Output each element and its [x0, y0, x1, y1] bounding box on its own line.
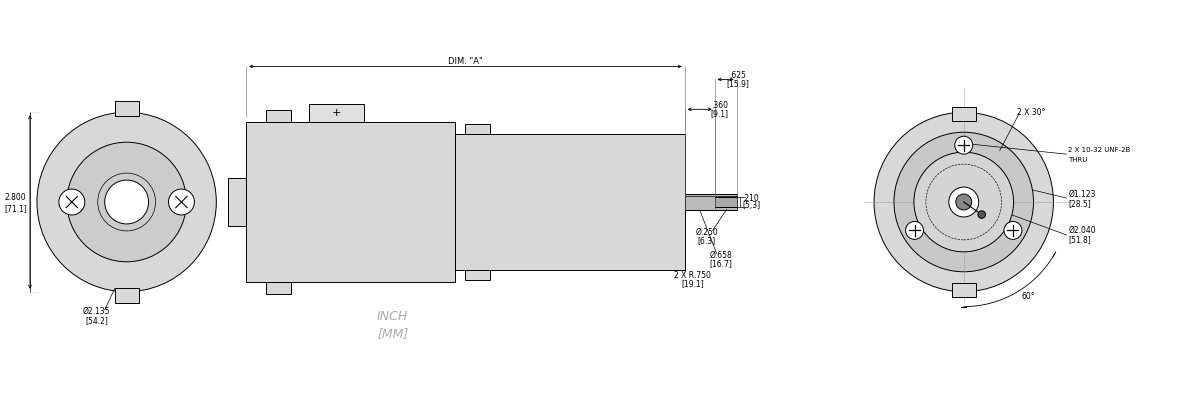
- Text: .360: .360: [712, 101, 728, 110]
- Text: 60°: 60°: [1021, 292, 1034, 301]
- Text: THRU: THRU: [1068, 157, 1087, 163]
- Bar: [715, 197, 737, 207]
- Bar: [228, 178, 246, 226]
- Text: +: +: [331, 108, 341, 118]
- Text: [19.1]: [19.1]: [682, 279, 704, 288]
- Text: 2 X 30°: 2 X 30°: [1018, 108, 1045, 117]
- Text: [5,3]: [5,3]: [743, 202, 761, 210]
- Text: .210: .210: [743, 194, 760, 202]
- Circle shape: [37, 112, 216, 292]
- Bar: [115, 288, 138, 303]
- Text: [15.9]: [15.9]: [726, 80, 749, 88]
- Text: Ø.250: Ø.250: [695, 228, 718, 237]
- Circle shape: [949, 187, 979, 217]
- Circle shape: [1004, 221, 1022, 240]
- Bar: [266, 110, 292, 122]
- Text: [16.7]: [16.7]: [709, 259, 732, 268]
- Bar: [952, 107, 976, 121]
- Text: [71.1]: [71.1]: [4, 204, 26, 213]
- Circle shape: [67, 142, 186, 262]
- Text: [28.5]: [28.5]: [1068, 200, 1091, 208]
- Circle shape: [978, 211, 985, 219]
- Bar: [266, 282, 292, 294]
- Text: [54.2]: [54.2]: [85, 316, 108, 325]
- Text: 2 X 10-32 UNF-2B: 2 X 10-32 UNF-2B: [1068, 147, 1130, 153]
- Text: Ø1.123: Ø1.123: [1068, 189, 1096, 198]
- Circle shape: [894, 132, 1033, 272]
- Circle shape: [59, 189, 85, 215]
- Bar: [115, 101, 138, 116]
- Text: [MM]: [MM]: [377, 327, 408, 340]
- Text: [9.1]: [9.1]: [710, 109, 728, 118]
- Circle shape: [906, 221, 924, 240]
- Text: [51.8]: [51.8]: [1068, 236, 1091, 244]
- Bar: [310, 104, 364, 122]
- Text: Ø.658: Ø.658: [709, 251, 732, 260]
- Bar: [466, 124, 491, 134]
- Text: Ø2.135: Ø2.135: [83, 307, 110, 316]
- Bar: [685, 194, 737, 210]
- Bar: [952, 283, 976, 297]
- Circle shape: [955, 194, 972, 210]
- Text: .625: .625: [730, 72, 746, 80]
- Text: DIM. "A": DIM. "A": [448, 57, 482, 67]
- Circle shape: [168, 189, 194, 215]
- Circle shape: [104, 180, 149, 224]
- Text: [6.3]: [6.3]: [697, 236, 715, 245]
- Bar: [466, 270, 491, 280]
- Bar: [456, 134, 685, 270]
- Text: INCH: INCH: [377, 310, 408, 323]
- Text: 2.800: 2.800: [4, 193, 25, 202]
- Text: Ø2.040: Ø2.040: [1068, 225, 1096, 234]
- Circle shape: [874, 112, 1054, 292]
- Bar: [246, 122, 456, 282]
- Circle shape: [914, 152, 1014, 252]
- Circle shape: [955, 136, 973, 154]
- Text: 2 X R.750: 2 X R.750: [674, 271, 712, 280]
